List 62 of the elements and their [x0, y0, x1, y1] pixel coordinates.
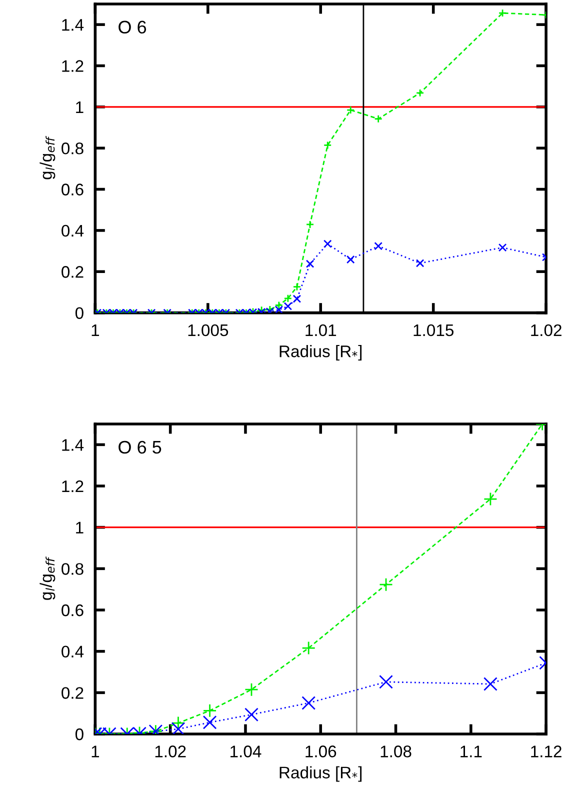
x-tick-label: 1.1	[460, 746, 482, 758]
x-tick-label: 1	[92, 324, 100, 336]
annotation: O 6 5	[118, 440, 162, 454]
point	[244, 682, 258, 697]
x-tick-label: 1.005	[188, 324, 228, 336]
point	[244, 708, 258, 722]
x-tick-label: 1.12	[531, 746, 562, 758]
point	[202, 715, 217, 730]
point	[202, 704, 217, 718]
x-tick-label: 1	[92, 746, 100, 758]
x-tick-label: 1.04	[230, 746, 262, 758]
point	[379, 674, 393, 689]
point	[416, 259, 424, 268]
y-tick-label: 0	[75, 728, 84, 740]
x-tick-label: 1.01	[306, 324, 336, 336]
point	[306, 260, 314, 268]
point	[374, 114, 383, 124]
y-tick-label: 0.8	[62, 563, 84, 575]
y-tick-label: 0.8	[62, 142, 84, 154]
point	[323, 240, 332, 248]
point	[346, 255, 355, 264]
y-tick-label: 0.4	[62, 224, 84, 237]
point	[292, 294, 302, 303]
x-tick-label: 1.06	[306, 746, 336, 758]
point	[416, 88, 424, 98]
annotation: O 6	[118, 20, 146, 34]
point	[302, 696, 316, 710]
point	[346, 106, 355, 114]
point	[306, 220, 314, 229]
y-axis-title: g$_{l}$/g$_{eff}$	[40, 136, 56, 180]
x-tick-label: 1.015	[414, 324, 454, 336]
x-tick-label: 1.02	[531, 324, 562, 336]
point	[498, 243, 507, 252]
y-tick-label: 0.6	[62, 184, 84, 196]
y-tick-label: 0	[75, 307, 84, 320]
x-axis-title: Radius [R$_{*}$]	[280, 345, 362, 361]
point	[484, 677, 498, 691]
y-tick-label: 1.2	[62, 60, 84, 72]
point	[171, 716, 186, 730]
y-tick-label: 1.4	[62, 439, 84, 451]
y-tick-label: 0.2	[62, 687, 84, 699]
x-tick-label: 1.02	[155, 746, 186, 758]
y-tick-label: 0.2	[62, 266, 84, 278]
y-tick-label: 1	[76, 102, 84, 113]
y-axis-title: g$_{l}$/g$_{eff}$	[40, 556, 56, 600]
y-tick-label: 1.2	[62, 480, 84, 492]
y-tick-label: 1.4	[62, 19, 84, 31]
point	[323, 141, 332, 150]
point	[302, 641, 316, 655]
point	[171, 722, 186, 734]
point	[284, 302, 292, 310]
point	[498, 8, 507, 18]
point	[274, 301, 284, 310]
point	[292, 282, 302, 292]
point	[284, 294, 292, 303]
point	[374, 242, 383, 250]
x-axis-title: Radius [R$_{*}$]	[280, 766, 362, 782]
y-tick-label: 1	[76, 522, 84, 534]
y-tick-label: 0.4	[62, 646, 84, 658]
x-tick-label: 1.08	[380, 746, 412, 758]
y-tick-label: 0.6	[62, 604, 84, 616]
point	[379, 578, 393, 592]
